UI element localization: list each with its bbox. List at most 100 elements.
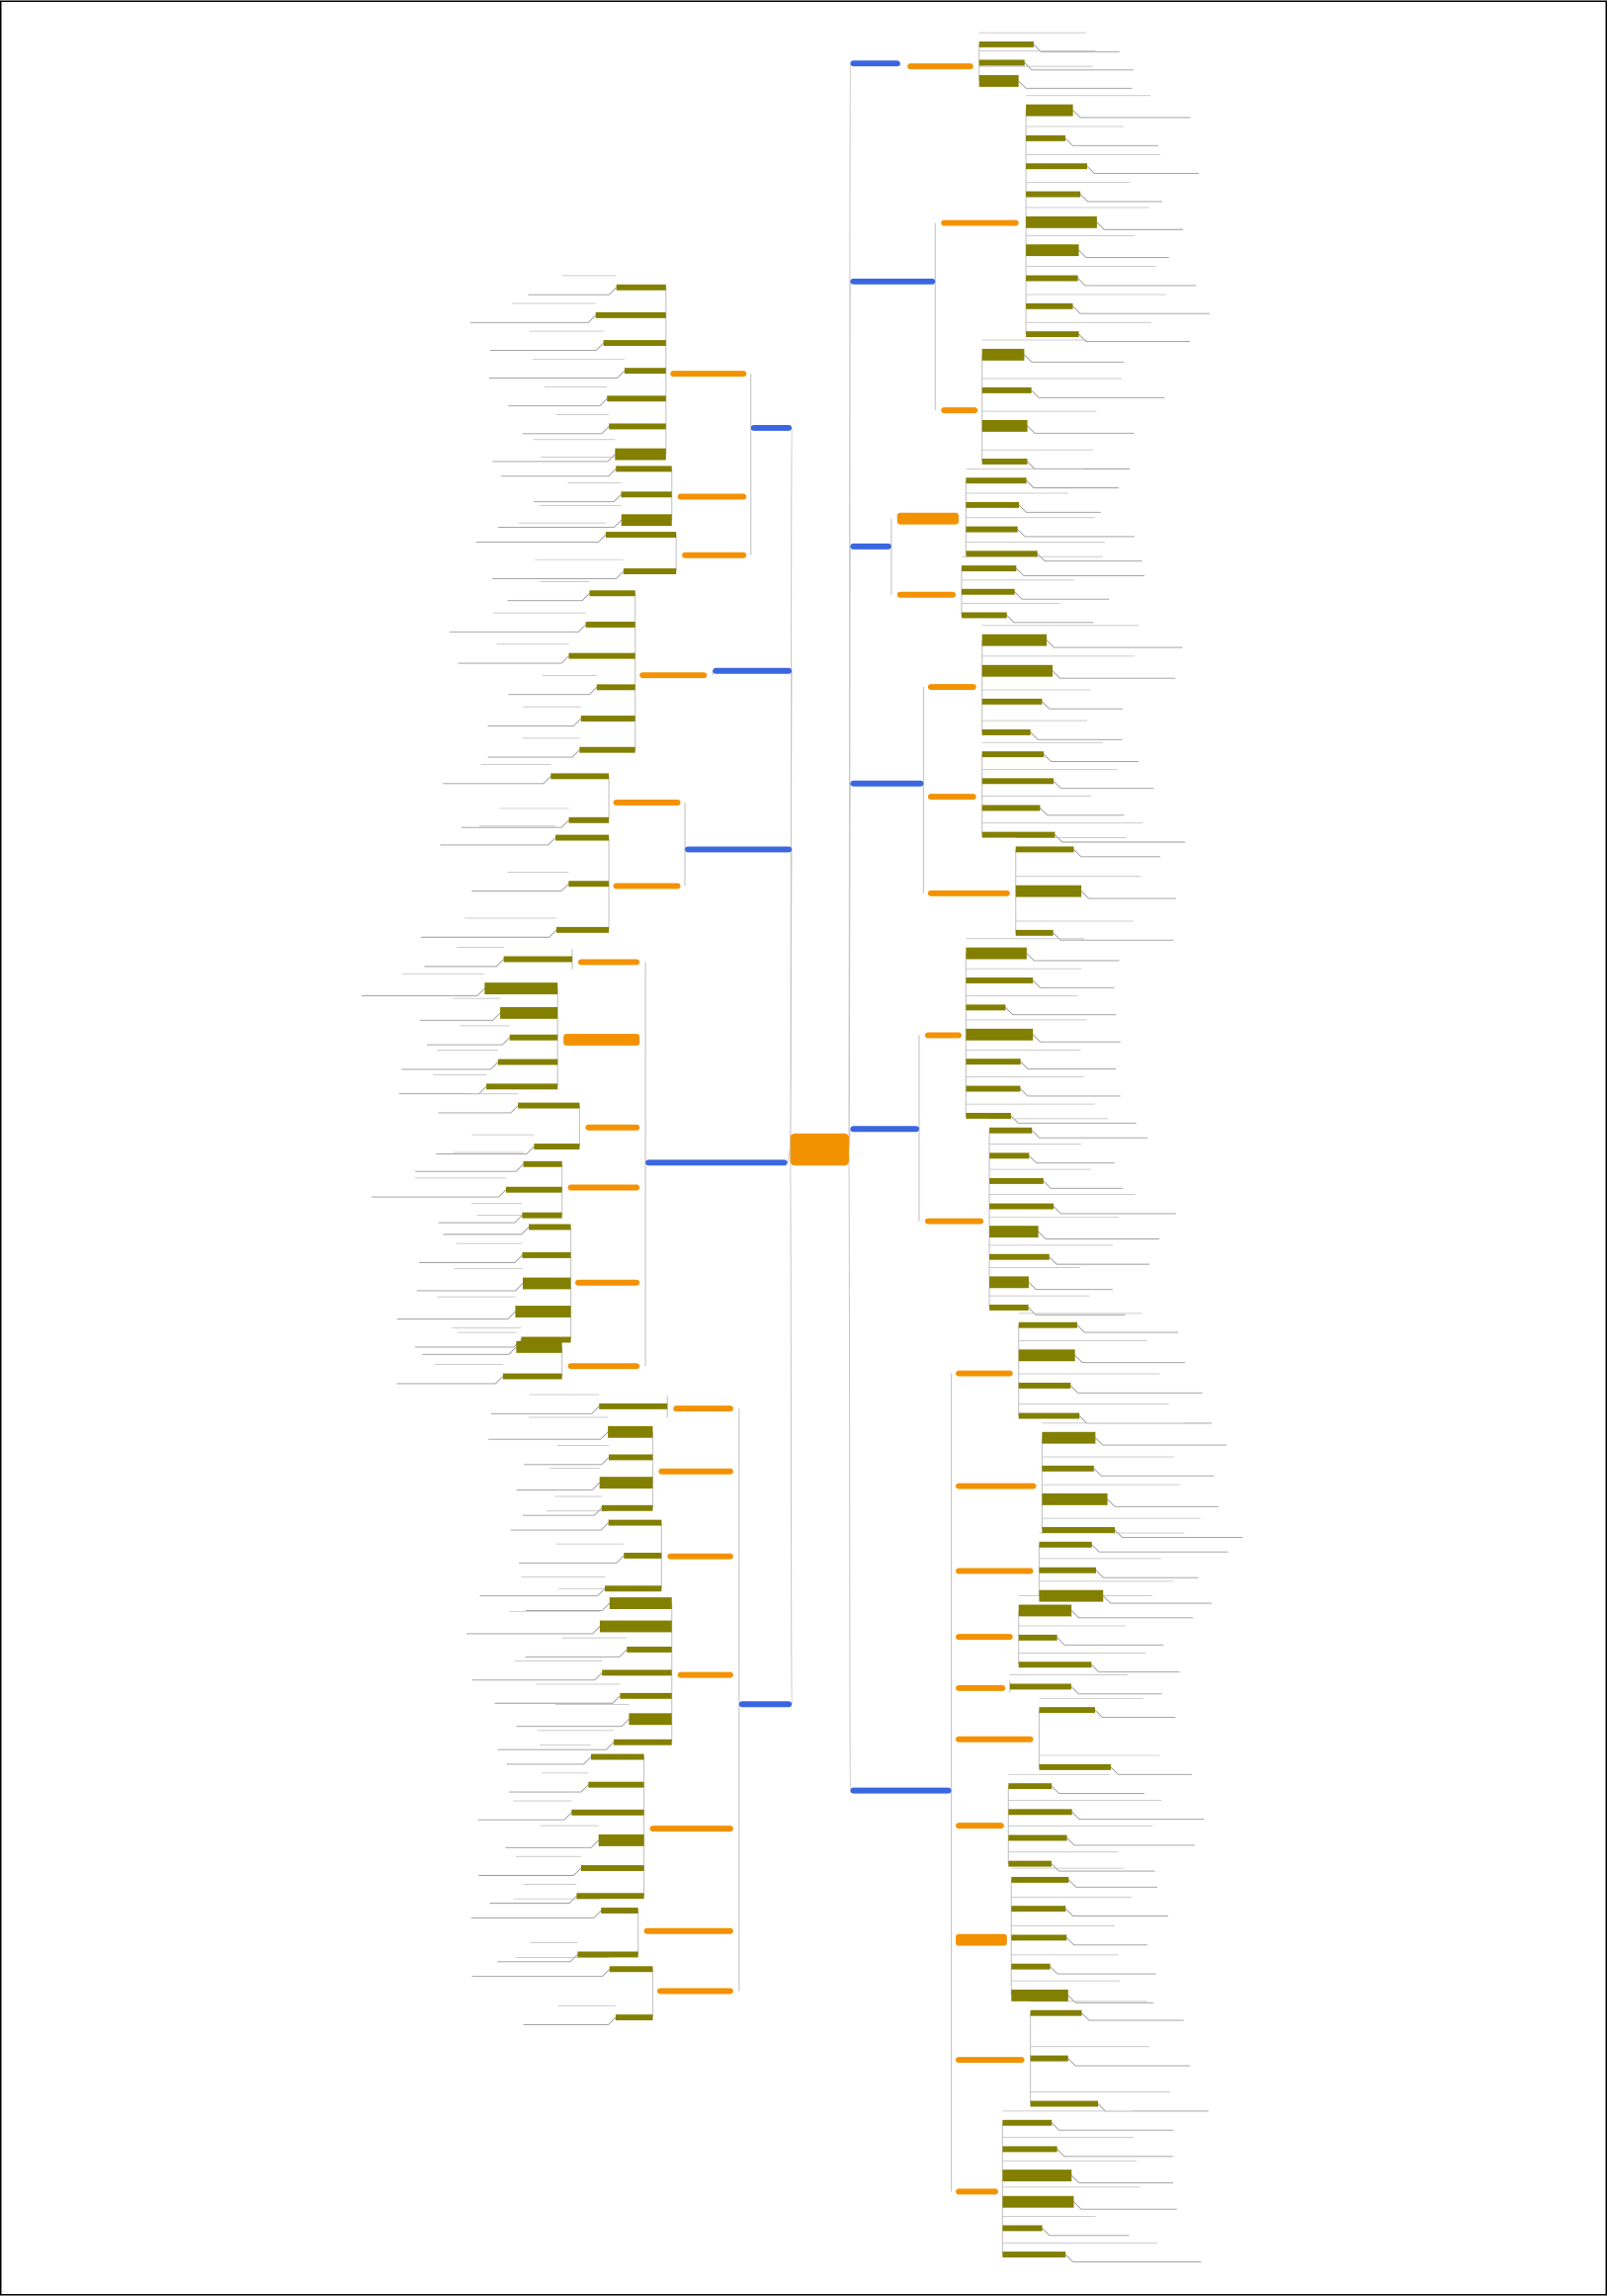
leaf-link (1043, 1180, 1124, 1189)
leaf-node (981, 664, 1054, 677)
leaf-node (1008, 1809, 1072, 1816)
leaf-link (494, 1695, 621, 1704)
leaf-link (1053, 932, 1174, 941)
leaf-node (580, 1865, 644, 1872)
leaf-link (1020, 1088, 1121, 1097)
leaf-link (1042, 2228, 1130, 2237)
leaf-node (981, 778, 1055, 785)
leaf-node (981, 386, 1032, 393)
leaf-link (465, 1626, 601, 1635)
leaf-link (1070, 1686, 1162, 1695)
leaf-node (981, 831, 1056, 838)
leaf-node (516, 1340, 562, 1353)
leaf-node (629, 1713, 672, 1726)
leaf-link (396, 1311, 516, 1319)
leaf-link (1072, 110, 1191, 119)
sub-node (563, 1033, 640, 1046)
leaf-node (609, 1966, 653, 1973)
leaf-node (624, 1552, 662, 1559)
leaf-node (509, 1034, 558, 1041)
leaf-node (989, 1226, 1039, 1238)
sub-node (941, 407, 978, 414)
leaf-link (1094, 1709, 1176, 1719)
leaf-link (505, 1839, 599, 1848)
leaf-link (396, 1376, 504, 1385)
sub-node (667, 1553, 733, 1560)
leaf-link (421, 929, 557, 938)
leaf-link (1046, 639, 1183, 648)
leaf-node (613, 1739, 672, 1745)
leaf-node (624, 368, 666, 375)
sub-node (613, 883, 681, 890)
leaf-link (489, 1895, 577, 1905)
leaf-link (1026, 953, 1120, 962)
leaf-link (508, 687, 598, 696)
leaf-node (1030, 2009, 1082, 2016)
sub-node (927, 890, 1010, 896)
leaf-link (488, 370, 626, 380)
leaf-node (515, 1306, 571, 1318)
leaf-link (440, 837, 556, 846)
leaf-node (568, 652, 635, 659)
sub-node (658, 1468, 733, 1475)
leaf-node (604, 1585, 662, 1592)
leaf-node (1042, 1431, 1096, 1444)
leaf-link (1093, 1468, 1215, 1477)
leaf-node (989, 1253, 1050, 1260)
leaf-node (1002, 2252, 1066, 2258)
leaf-node (1039, 1707, 1095, 1714)
leaf-link (1026, 479, 1119, 489)
leaf-link (1040, 808, 1125, 816)
leaf-link (522, 1507, 603, 1516)
leaf-link (1070, 1610, 1193, 1619)
leaf-node (1039, 1763, 1111, 1770)
leaf-link (1033, 43, 1120, 52)
leaf-link (401, 1062, 499, 1070)
leaf-node (1018, 1349, 1075, 1362)
leaf-node (1008, 1783, 1053, 1790)
branch-node (713, 667, 793, 674)
leaf-node (621, 514, 672, 527)
leaf-link (1091, 1663, 1180, 1673)
leaf-link (498, 519, 623, 529)
leaf-node (981, 634, 1048, 646)
leaf-link (1043, 753, 1139, 762)
leaf-node (486, 1083, 558, 1090)
sub-node (956, 1634, 1013, 1641)
sub-node (673, 1405, 733, 1412)
leaf-node (1002, 2195, 1074, 2208)
leaf-node (1015, 929, 1054, 936)
leaf-link (1080, 891, 1176, 899)
root-link (790, 1148, 793, 1705)
sub-node (585, 1124, 640, 1131)
leaf-node (1042, 1527, 1116, 1533)
leaf-link (1049, 1256, 1150, 1265)
sub-node (924, 1032, 962, 1039)
branch-node (850, 1126, 919, 1133)
leaf-node (1018, 1604, 1072, 1617)
leaf-node (605, 532, 677, 538)
leaf-node (623, 568, 677, 574)
leaf-link (1067, 2058, 1190, 2067)
leaf-link (497, 1954, 578, 1963)
leaf-node (568, 881, 610, 888)
sub-node (956, 1823, 1004, 1829)
leaf-link (458, 655, 569, 664)
leaf-node (1015, 846, 1074, 853)
sub-node (956, 1736, 1034, 1743)
leaf-node (981, 459, 1028, 465)
leaf-node (989, 1152, 1030, 1159)
leaf-node (615, 2014, 653, 2021)
leaf-link (1067, 1995, 1153, 2003)
leaf-link (415, 1163, 524, 1172)
leaf-link (1072, 305, 1210, 314)
leaf-link (471, 1968, 610, 1978)
leaf-link (1078, 249, 1169, 259)
leaf-link (470, 1910, 602, 1918)
leaf-link (507, 592, 590, 602)
leaf-link (1032, 979, 1115, 988)
leaf-link (1053, 780, 1154, 790)
leaf-node (1030, 2055, 1068, 2062)
leaf-node (609, 423, 666, 430)
leaf-node (961, 588, 1015, 595)
